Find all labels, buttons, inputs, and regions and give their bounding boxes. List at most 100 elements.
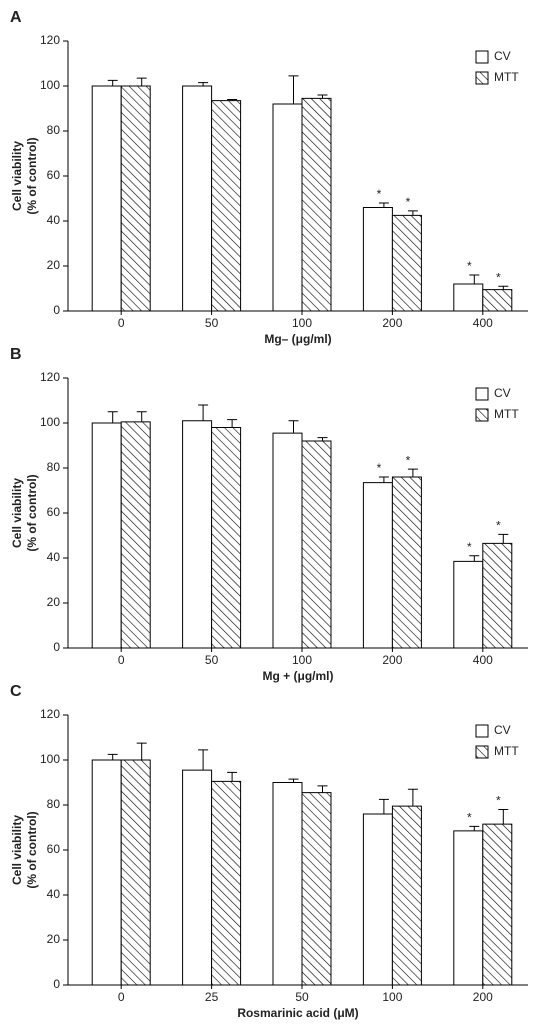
y-tick-label: 20 — [47, 932, 61, 946]
bar — [301, 97, 332, 312]
y-tick-label: 0 — [53, 303, 60, 317]
bar — [391, 214, 422, 312]
legend-label: CV — [494, 723, 511, 737]
bar — [482, 542, 513, 649]
legend-swatch — [475, 71, 489, 85]
x-tick-label: 100 — [382, 990, 402, 1004]
x-tick-label: 50 — [205, 653, 219, 667]
y-tick-label: 120 — [40, 33, 60, 47]
y-axis-label: Cell viability — [10, 478, 24, 548]
bar — [272, 782, 303, 986]
panel-label: A — [10, 9, 22, 26]
x-tick-label: 50 — [205, 316, 219, 330]
bar — [91, 85, 122, 312]
significance-marker: * — [496, 270, 501, 284]
x-tick-label: 100 — [292, 653, 312, 667]
y-tick-label: 40 — [47, 213, 61, 227]
y-axis-label: (% of control) — [25, 137, 39, 214]
y-tick-label: 60 — [47, 505, 61, 519]
bar — [91, 759, 122, 986]
y-axis-label: (% of control) — [25, 474, 39, 551]
bar — [362, 482, 393, 649]
x-tick-label: 0 — [118, 990, 125, 1004]
significance-marker: * — [496, 519, 501, 533]
y-tick-label: 60 — [47, 842, 61, 856]
x-tick-label: 400 — [473, 653, 493, 667]
x-tick-label: 0 — [118, 316, 125, 330]
legend-swatch — [475, 724, 489, 738]
legend-swatch — [475, 50, 489, 64]
bar — [362, 207, 393, 312]
bar — [453, 830, 484, 986]
x-tick-label: 0 — [118, 653, 125, 667]
y-tick-label: 80 — [47, 797, 61, 811]
bar — [482, 823, 513, 986]
y-tick-label: 0 — [53, 640, 60, 654]
x-tick-label: 200 — [473, 990, 493, 1004]
bar — [120, 759, 151, 986]
x-tick-label: 25 — [205, 990, 219, 1004]
legend-swatch — [475, 745, 489, 759]
significance-marker: * — [406, 195, 411, 209]
x-axis-label: Mg– (μg/ml) — [264, 332, 331, 346]
y-axis-label: Cell viability — [10, 815, 24, 885]
bar — [182, 420, 213, 649]
legend-label: MTT — [494, 70, 519, 84]
x-axis-label: Rosmarinic acid (μM) — [237, 1006, 358, 1020]
y-tick-label: 40 — [47, 887, 61, 901]
panel-label: C — [10, 683, 22, 700]
y-axis-label: (% of control) — [25, 811, 39, 888]
bar — [211, 427, 242, 649]
bar — [120, 85, 151, 312]
significance-marker: * — [377, 187, 382, 201]
x-tick-label: 50 — [295, 990, 309, 1004]
significance-marker: * — [467, 540, 472, 554]
y-tick-label: 60 — [47, 168, 61, 182]
y-tick-label: 100 — [40, 78, 60, 92]
y-tick-label: 100 — [40, 752, 60, 766]
y-tick-label: 120 — [40, 370, 60, 384]
significance-marker: * — [496, 794, 501, 808]
bar — [182, 85, 213, 312]
y-axis-label: Cell viability — [10, 141, 24, 211]
y-tick-label: 100 — [40, 415, 60, 429]
bar — [272, 103, 303, 312]
y-tick-label: 80 — [47, 460, 61, 474]
bar — [301, 792, 332, 986]
x-tick-label: 200 — [382, 653, 402, 667]
y-tick-label: 40 — [47, 550, 61, 564]
significance-marker: * — [406, 453, 411, 467]
bar — [272, 432, 303, 649]
legend-label: MTT — [494, 744, 519, 758]
legend-label: CV — [494, 386, 511, 400]
bar — [453, 283, 484, 312]
bar — [211, 100, 242, 312]
bar — [182, 769, 213, 986]
significance-marker: * — [467, 259, 472, 273]
y-tick-label: 20 — [47, 258, 61, 272]
bar — [211, 780, 242, 986]
y-tick-label: 80 — [47, 123, 61, 137]
x-tick-label: 100 — [292, 316, 312, 330]
legend-label: MTT — [494, 407, 519, 421]
bar — [482, 289, 513, 312]
y-tick-label: 20 — [47, 595, 61, 609]
x-tick-label: 400 — [473, 316, 493, 330]
bar — [91, 422, 122, 649]
bar — [453, 560, 484, 649]
y-tick-label: 0 — [53, 977, 60, 991]
bar — [120, 421, 151, 649]
legend-swatch — [475, 408, 489, 422]
x-tick-label: 200 — [382, 316, 402, 330]
significance-marker: * — [377, 461, 382, 475]
significance-marker: * — [467, 811, 472, 825]
y-tick-label: 120 — [40, 707, 60, 721]
x-axis-label: Mg + (μg/ml) — [262, 669, 333, 683]
bar — [362, 813, 393, 986]
bar — [301, 440, 332, 649]
bar — [391, 476, 422, 649]
legend-label: CV — [494, 49, 511, 63]
legend-swatch — [475, 387, 489, 401]
